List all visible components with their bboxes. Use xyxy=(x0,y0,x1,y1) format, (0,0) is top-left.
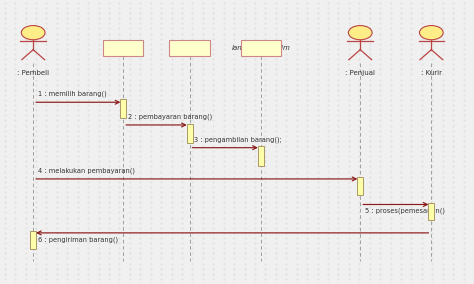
Bar xyxy=(186,124,192,143)
Text: 3 : pengambilan barang();: 3 : pengambilan barang(); xyxy=(194,136,282,143)
Bar xyxy=(103,40,143,56)
Text: langsung.dikirim: langsung.dikirim xyxy=(231,45,290,51)
Text: : Penjual: : Penjual xyxy=(345,70,375,76)
Text: : Kurir: : Kurir xyxy=(421,70,442,76)
Text: 4 : melakukan pembayaran(): 4 : melakukan pembayaran() xyxy=(38,167,135,174)
Circle shape xyxy=(21,26,45,40)
Circle shape xyxy=(348,26,372,40)
Bar xyxy=(120,99,126,118)
Text: 2 : pembayaran barang(): 2 : pembayaran barang() xyxy=(128,113,212,120)
Text: tunai.kredit: tunai.kredit xyxy=(169,45,210,51)
Bar xyxy=(170,40,210,56)
Text: 6 : pengiriman barang(): 6 : pengiriman barang() xyxy=(38,236,118,243)
Text: 5 : proses(pemesanan(): 5 : proses(pemesanan() xyxy=(365,208,445,214)
Bar xyxy=(30,231,36,248)
Circle shape xyxy=(419,26,443,40)
Bar xyxy=(258,146,264,166)
Text: 1 : memilih barang(): 1 : memilih barang() xyxy=(38,91,107,97)
Bar xyxy=(428,203,434,220)
Bar xyxy=(357,177,363,195)
Text: : Pembeli: : Pembeli xyxy=(17,70,49,76)
Bar xyxy=(241,40,281,56)
Text: dvd: dvd xyxy=(117,45,130,51)
